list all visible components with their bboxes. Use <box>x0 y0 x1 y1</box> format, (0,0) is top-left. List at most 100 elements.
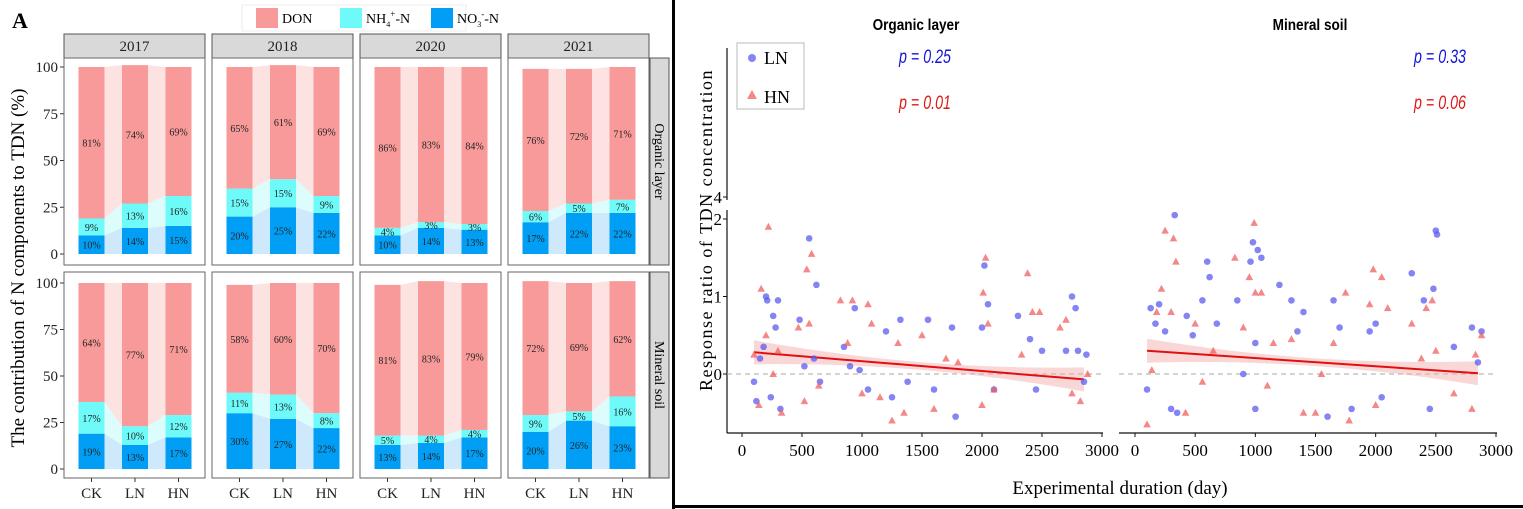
data-point-LN <box>750 378 758 386</box>
panel-title: Mineral soil <box>1273 17 1348 34</box>
bar-value-label: 15% <box>230 199 248 210</box>
ribbon-NO3 <box>104 227 122 254</box>
bar-segment-NH4 <box>226 188 253 217</box>
y-tick-label: 0 <box>51 462 59 478</box>
data-point-HN <box>807 249 816 257</box>
x-tick-label: HN <box>316 486 338 502</box>
bar-value-label: 4% <box>468 430 481 441</box>
legend-label-HN: HN <box>764 87 790 107</box>
bar-value-label: 16% <box>613 407 631 418</box>
legend-marker-LN <box>748 54 756 62</box>
data-point-LN <box>888 393 896 401</box>
ribbon-NH4 <box>400 222 418 236</box>
data-point-LN <box>1324 413 1331 420</box>
data-point-LN <box>1288 297 1295 304</box>
data-point-LN <box>1161 328 1169 335</box>
bar-value-label: 6% <box>529 213 542 224</box>
data-point-HN <box>1231 253 1239 261</box>
bar-segment-DON <box>522 68 549 211</box>
bar-value-label: 14% <box>422 237 440 248</box>
y-tick-label: 4 <box>714 188 723 207</box>
bar-value-label: 25% <box>274 227 292 238</box>
bar-value-label: 71% <box>613 129 631 140</box>
data-point-HN <box>1263 381 1272 389</box>
bar-value-label: 65% <box>230 124 248 135</box>
data-point-HN <box>1062 315 1070 323</box>
bar-value-label: 4% <box>424 435 437 446</box>
data-point-HN <box>1365 300 1374 308</box>
legend-bars: DON NH4+-N NO3--N <box>241 4 499 32</box>
ribbon-NO3 <box>148 225 166 254</box>
data-point-HN <box>774 346 782 354</box>
bar-value-label: 3% <box>468 223 481 234</box>
data-point-LN <box>1183 312 1191 320</box>
x-tick-label: 1000 <box>845 441 879 460</box>
data-point-HN <box>1056 323 1064 331</box>
data-point-HN <box>1471 350 1480 358</box>
data-point-HN <box>954 358 962 366</box>
legend-swatch-NO3 <box>431 8 453 28</box>
bar-segment-NH4 <box>165 196 192 226</box>
data-point-LN <box>1062 347 1070 355</box>
panel-label: A <box>12 8 28 33</box>
ribbon-NO3 <box>444 227 462 254</box>
y-tick-label: 25 <box>43 416 58 432</box>
y-axis-label: Response ratio of TDN concentration <box>696 69 716 391</box>
data-point-HN <box>1269 339 1278 346</box>
data-point-LN <box>1252 339 1259 347</box>
ribbon-NH4 <box>444 222 462 230</box>
bar-value-label: 69% <box>317 128 335 139</box>
data-point-LN <box>1032 386 1040 393</box>
data-point-HN <box>1287 335 1296 343</box>
x-tick-label: LN <box>273 486 293 502</box>
data-point-LN <box>810 355 818 362</box>
bar-value-label: 15% <box>169 236 187 247</box>
data-point-HN <box>815 381 823 389</box>
bar-segment-NH4 <box>78 402 105 434</box>
x-tick-label: 0 <box>738 441 747 460</box>
bar-segment-NO3 <box>566 420 592 469</box>
data-point-LN <box>1366 328 1373 335</box>
data-point-LN <box>1068 293 1076 300</box>
data-point-LN <box>1233 297 1241 304</box>
data-point-HN <box>1428 296 1437 304</box>
data-point-LN <box>846 362 854 370</box>
data-point-LN <box>1247 258 1254 265</box>
bar-value-label: 13% <box>274 403 292 414</box>
bar-segment-NO3 <box>122 227 148 254</box>
bar-value-label: 79% <box>465 352 483 363</box>
bar-segment-NO3 <box>165 437 192 469</box>
data-point-HN <box>1377 273 1386 281</box>
bar-segment-NH4 <box>461 429 488 438</box>
bar-segment-NO3 <box>374 235 401 254</box>
data-point-HN <box>1017 350 1026 358</box>
data-point-LN <box>864 386 872 393</box>
panel-title: Organic layer <box>873 17 960 34</box>
data-point-HN <box>1317 370 1326 377</box>
bar-value-label: 9% <box>529 419 542 430</box>
data-point-LN <box>1254 246 1262 254</box>
bar-value-label: 58% <box>230 335 248 346</box>
legend-label-sub: 4 <box>386 20 390 29</box>
bar-segment-NH4 <box>270 179 296 208</box>
ribbon-NH4 <box>104 402 122 445</box>
data-point-HN <box>1161 226 1169 234</box>
bar-value-label: 13% <box>378 453 396 464</box>
ribbon-NO3 <box>252 207 270 254</box>
data-point-HN <box>757 284 765 292</box>
bar-segment-NO3 <box>270 418 296 469</box>
data-point-LN <box>760 343 767 351</box>
data-point-LN <box>1173 409 1181 417</box>
ribbon-NH4 <box>148 196 166 228</box>
bar-value-label: 19% <box>82 447 100 458</box>
legend-label-NH4: NH4+-N <box>366 9 410 29</box>
bar-value-label: 30% <box>230 437 248 448</box>
bar-segment-NO3 <box>418 227 444 254</box>
data-point-HN <box>1422 304 1431 312</box>
data-point-LN <box>801 362 808 370</box>
y-tick-label: 100 <box>36 276 59 292</box>
bar-value-label: 13% <box>126 212 144 223</box>
data-point-LN <box>1014 312 1022 320</box>
data-point-LN <box>952 413 959 420</box>
bar-segment-DON <box>165 67 192 197</box>
